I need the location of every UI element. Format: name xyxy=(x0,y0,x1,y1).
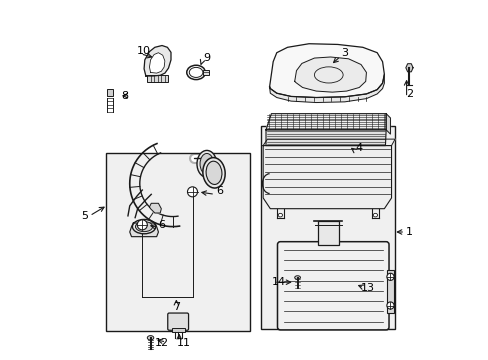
Text: 11: 11 xyxy=(176,338,190,348)
Bar xyxy=(202,69,208,75)
Text: 13: 13 xyxy=(361,283,374,293)
Polygon shape xyxy=(265,114,386,130)
Polygon shape xyxy=(149,203,161,213)
Ellipse shape xyxy=(205,161,222,184)
Text: 10: 10 xyxy=(137,46,151,56)
Ellipse shape xyxy=(200,153,213,174)
Polygon shape xyxy=(386,114,389,134)
Ellipse shape xyxy=(132,220,155,234)
Text: 2: 2 xyxy=(405,89,412,99)
Polygon shape xyxy=(269,44,384,98)
Text: 5: 5 xyxy=(81,211,88,221)
Polygon shape xyxy=(265,130,386,145)
Text: 4: 4 xyxy=(355,143,362,153)
FancyBboxPatch shape xyxy=(167,313,188,330)
Bar xyxy=(386,270,393,313)
Text: 8: 8 xyxy=(121,91,128,101)
Ellipse shape xyxy=(386,273,393,280)
Polygon shape xyxy=(129,223,158,237)
Text: 3: 3 xyxy=(341,48,347,58)
Polygon shape xyxy=(294,57,366,92)
Bar xyxy=(171,328,184,332)
Polygon shape xyxy=(263,145,391,209)
Ellipse shape xyxy=(135,222,152,231)
Text: 12: 12 xyxy=(155,338,169,348)
Ellipse shape xyxy=(187,187,197,197)
Text: 7: 7 xyxy=(172,302,180,312)
Ellipse shape xyxy=(137,220,147,230)
Text: 1: 1 xyxy=(405,227,412,237)
Ellipse shape xyxy=(197,150,216,177)
FancyBboxPatch shape xyxy=(277,242,388,330)
Ellipse shape xyxy=(372,213,377,217)
Bar xyxy=(147,75,168,82)
Polygon shape xyxy=(144,45,171,76)
Bar xyxy=(260,126,394,329)
Polygon shape xyxy=(405,64,412,72)
Ellipse shape xyxy=(278,213,282,217)
Text: 9: 9 xyxy=(203,53,210,63)
Text: 6: 6 xyxy=(158,220,165,230)
Bar xyxy=(317,221,338,244)
Text: 14: 14 xyxy=(271,277,285,287)
Ellipse shape xyxy=(203,158,224,188)
Bar xyxy=(106,153,249,330)
Polygon shape xyxy=(269,74,384,103)
Ellipse shape xyxy=(147,336,153,340)
Polygon shape xyxy=(263,139,394,145)
Text: 6: 6 xyxy=(216,186,223,196)
Polygon shape xyxy=(149,53,164,73)
Bar xyxy=(107,89,113,96)
Ellipse shape xyxy=(294,276,300,279)
Ellipse shape xyxy=(386,302,393,309)
